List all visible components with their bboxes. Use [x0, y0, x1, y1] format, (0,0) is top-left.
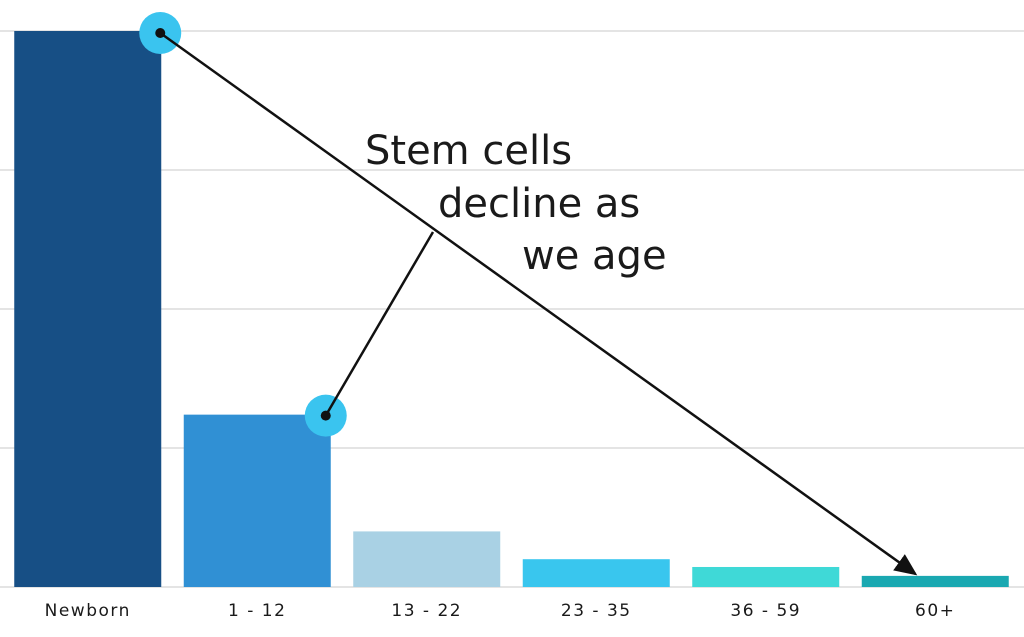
bars	[14, 31, 1009, 587]
bar	[522, 559, 670, 587]
x-tick-label: 60+	[915, 601, 955, 621]
dot	[155, 28, 166, 38]
bar	[14, 31, 162, 587]
x-tick-label: 1 - 12	[228, 601, 286, 621]
dot	[320, 410, 331, 421]
annotation-text: Stem cells	[365, 128, 572, 174]
bar	[353, 531, 501, 587]
connector	[324, 231, 435, 417]
labels: Newborn 1 - 12 13 - 22 23 - 35 36 - 59 60+ Ste…	[45, 128, 955, 621]
annotation-text: we age	[522, 233, 667, 279]
annotation-text: decline as	[438, 181, 640, 227]
x-tick-label: 23 - 35	[561, 601, 632, 621]
x-tick-label: 36 - 59	[730, 601, 801, 621]
arrow	[159, 31, 918, 576]
bar	[692, 566, 840, 587]
annotation-arrows	[139, 12, 918, 576]
bar	[183, 414, 331, 587]
x-tick-label: Newborn	[45, 601, 131, 621]
x-tick-label: 13 - 22	[391, 601, 462, 621]
bar	[861, 575, 1009, 587]
